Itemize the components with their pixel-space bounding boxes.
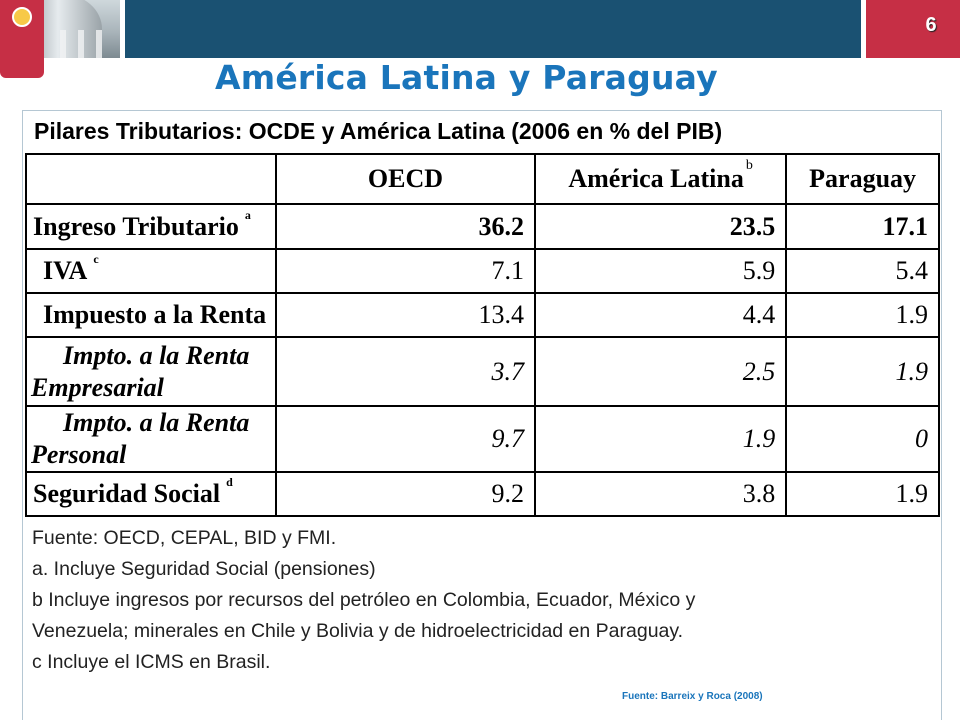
- row-label: Impto. a la Renta Personal: [25, 405, 277, 473]
- cell-value: 9.2: [274, 471, 537, 517]
- footnote-marker: b: [745, 158, 753, 173]
- footnote-marker: a: [244, 207, 251, 222]
- header-label: América Latina: [568, 164, 744, 193]
- row-label: Impuesto a la Renta: [25, 292, 277, 338]
- row-label: Ingreso Tributario a: [25, 203, 277, 250]
- cell-value: 5.4: [785, 248, 940, 294]
- row-label-text: IVA: [43, 256, 88, 285]
- ministry-logo: [0, 0, 44, 78]
- row-label-text: Ingreso Tributario: [33, 211, 239, 241]
- source-citation: Fuente: Barreix y Roca (2008): [622, 691, 763, 702]
- table-row: Impuesto a la Renta 13.4 4.4 1.9: [25, 292, 940, 338]
- cell-value: 4.4: [534, 292, 788, 338]
- row-label-line1: Impto. a la Renta: [63, 340, 250, 370]
- cell-value: 7.1: [274, 248, 537, 294]
- seal-icon: [12, 7, 32, 27]
- cell-value: 3.8: [534, 471, 788, 517]
- page-number-tab: [866, 0, 960, 58]
- cell-value: 36.2: [274, 203, 537, 250]
- header-cell-paraguay: Paraguay: [785, 153, 940, 205]
- cell-value: 13.4: [274, 292, 537, 338]
- footnote-line: c Incluye el ICMS en Brasil.: [32, 651, 271, 673]
- table-row: Impto. a la Renta Personal 9.7 1.9 0: [25, 405, 940, 473]
- row-label-line2: Empresarial: [31, 372, 164, 402]
- footnote-line: Fuente: OECD, CEPAL, BID y FMI.: [32, 527, 337, 549]
- footnote-line: b Incluye ingresos por recursos del petr…: [32, 589, 696, 611]
- table-header-row: OECD América Latina b Paraguay: [25, 153, 940, 205]
- header-band: [125, 0, 861, 58]
- page-title: América Latina y Paraguay: [215, 58, 718, 97]
- header-cell-empty: [25, 153, 277, 205]
- footnotes: Fuente: OECD, CEPAL, BID y FMI. a. Inclu…: [32, 523, 695, 678]
- row-label-text: Seguridad Social: [33, 479, 221, 508]
- table-title: Pilares Tributarios: OCDE y América Lati…: [34, 118, 723, 144]
- cell-value: 17.1: [785, 203, 940, 250]
- footnote-marker: c: [93, 252, 99, 266]
- row-label-line2: Personal: [31, 440, 127, 469]
- row-label: Impto. a la Renta Empresarial: [25, 336, 277, 407]
- footnote-line: a. Incluye Seguridad Social (pensiones): [32, 558, 376, 580]
- page-number: 6: [925, 14, 937, 36]
- table-row: Impto. a la Renta Empresarial 3.7 2.5 1.9: [25, 336, 940, 407]
- header-cell-oecd: OECD: [274, 153, 537, 205]
- table-row: IVA c 7.1 5.9 5.4: [25, 248, 940, 294]
- header-cell-america-latina: América Latina b: [534, 153, 788, 205]
- cell-value: 3.7: [274, 336, 537, 407]
- footnote-line: Venezuela; minerales en Chile y Bolivia …: [32, 620, 684, 642]
- tax-pillars-table: OECD América Latina b Paraguay Ingreso Tr…: [25, 153, 940, 517]
- table-row: Ingreso Tributario a 36.2 23.5 17.1: [25, 203, 940, 250]
- cell-value: 5.9: [534, 248, 788, 294]
- cell-value: 9.7: [274, 405, 537, 473]
- row-label-line1: Impto. a la Renta: [63, 408, 250, 437]
- table-row: Seguridad Social d 9.2 3.8 1.9: [25, 471, 940, 517]
- cell-value: 1.9: [785, 336, 940, 407]
- cell-value: 1.9: [785, 292, 940, 338]
- cell-value: 0: [785, 405, 940, 473]
- row-label: Seguridad Social d: [25, 471, 277, 517]
- footnote-marker: d: [226, 475, 233, 489]
- cell-value: 23.5: [534, 203, 788, 250]
- cell-value: 1.9: [534, 405, 788, 473]
- cell-value: 2.5: [534, 336, 788, 407]
- cell-value: 1.9: [785, 471, 940, 517]
- row-label-text: Impuesto a la Renta: [43, 300, 267, 329]
- row-label: IVA c: [25, 248, 277, 294]
